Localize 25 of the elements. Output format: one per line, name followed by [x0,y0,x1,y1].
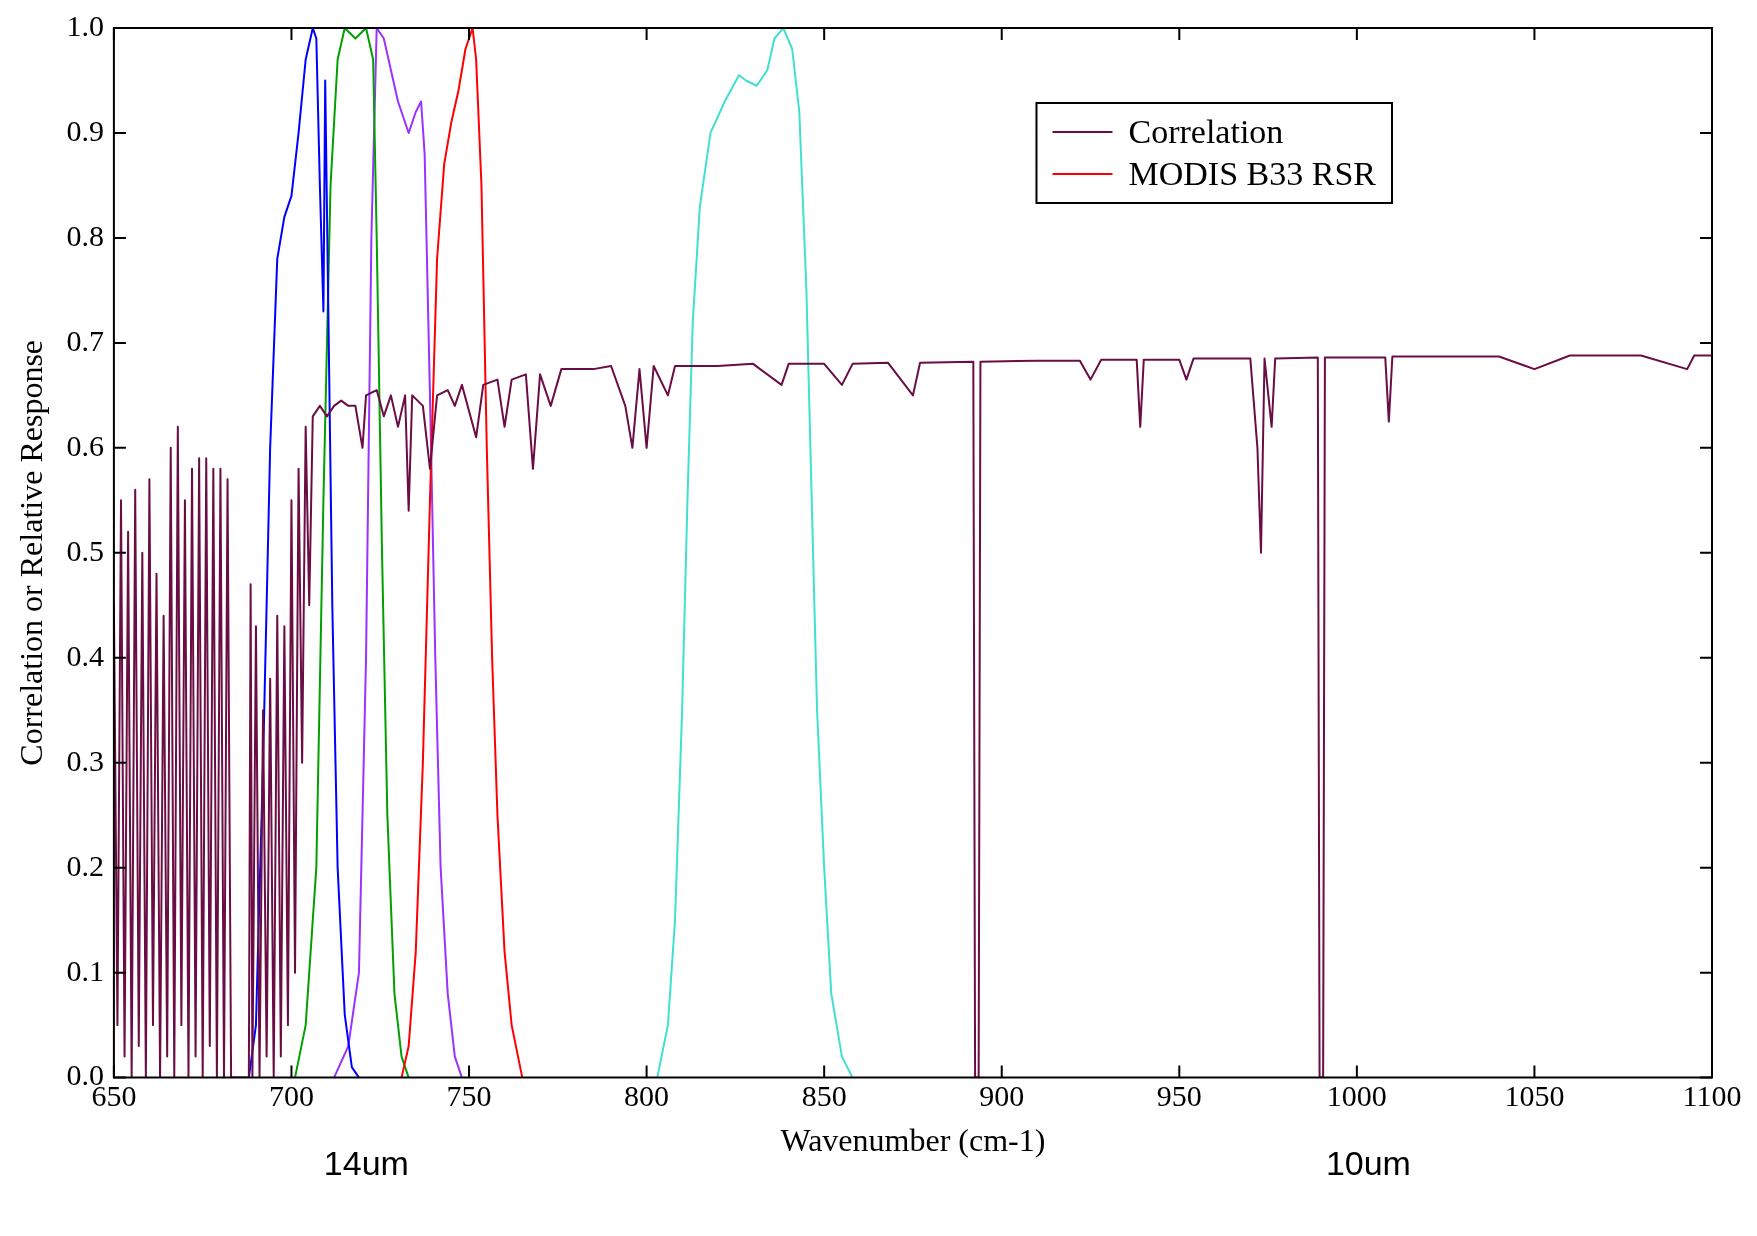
text: 14um [323,1143,409,1182]
x-tick-label: 700 [268,1079,314,1113]
x-tick-label: 1050 [1504,1079,1565,1113]
y-tick-label: 1.0 [66,8,104,42]
x-tick-label: 800 [624,1079,670,1113]
y-tick-label: 0.9 [66,113,104,147]
y-tick-label: 0.8 [66,218,104,252]
legend-label: MODIS B33 RSR [1128,154,1377,192]
x-tick-label: 950 [1156,1079,1202,1113]
legend-label: Correlation [1128,112,1284,150]
y-tick-label: 0.6 [66,428,104,462]
x-tick-label: 850 [801,1079,847,1113]
y-tick-label: 0.2 [66,848,104,882]
y-tick-label: 0.1 [66,953,104,987]
y-tick-label: 0.4 [66,638,104,672]
x-tick-label: 750 [446,1079,492,1113]
y-tick-label: 0.7 [66,323,104,357]
x-axis-title: Wavenumber (cm-1) [780,1122,1046,1159]
x-tick-label: 1100 [1682,1079,1742,1113]
y-tick-label: 0.3 [66,743,104,777]
y-tick-label: 0.5 [66,533,104,567]
text: 10um [1325,1143,1411,1182]
x-tick-label: 1000 [1326,1079,1387,1113]
x-tick-label: 900 [979,1079,1025,1113]
y-axis-title: Correlation or Relative Response [12,339,49,766]
